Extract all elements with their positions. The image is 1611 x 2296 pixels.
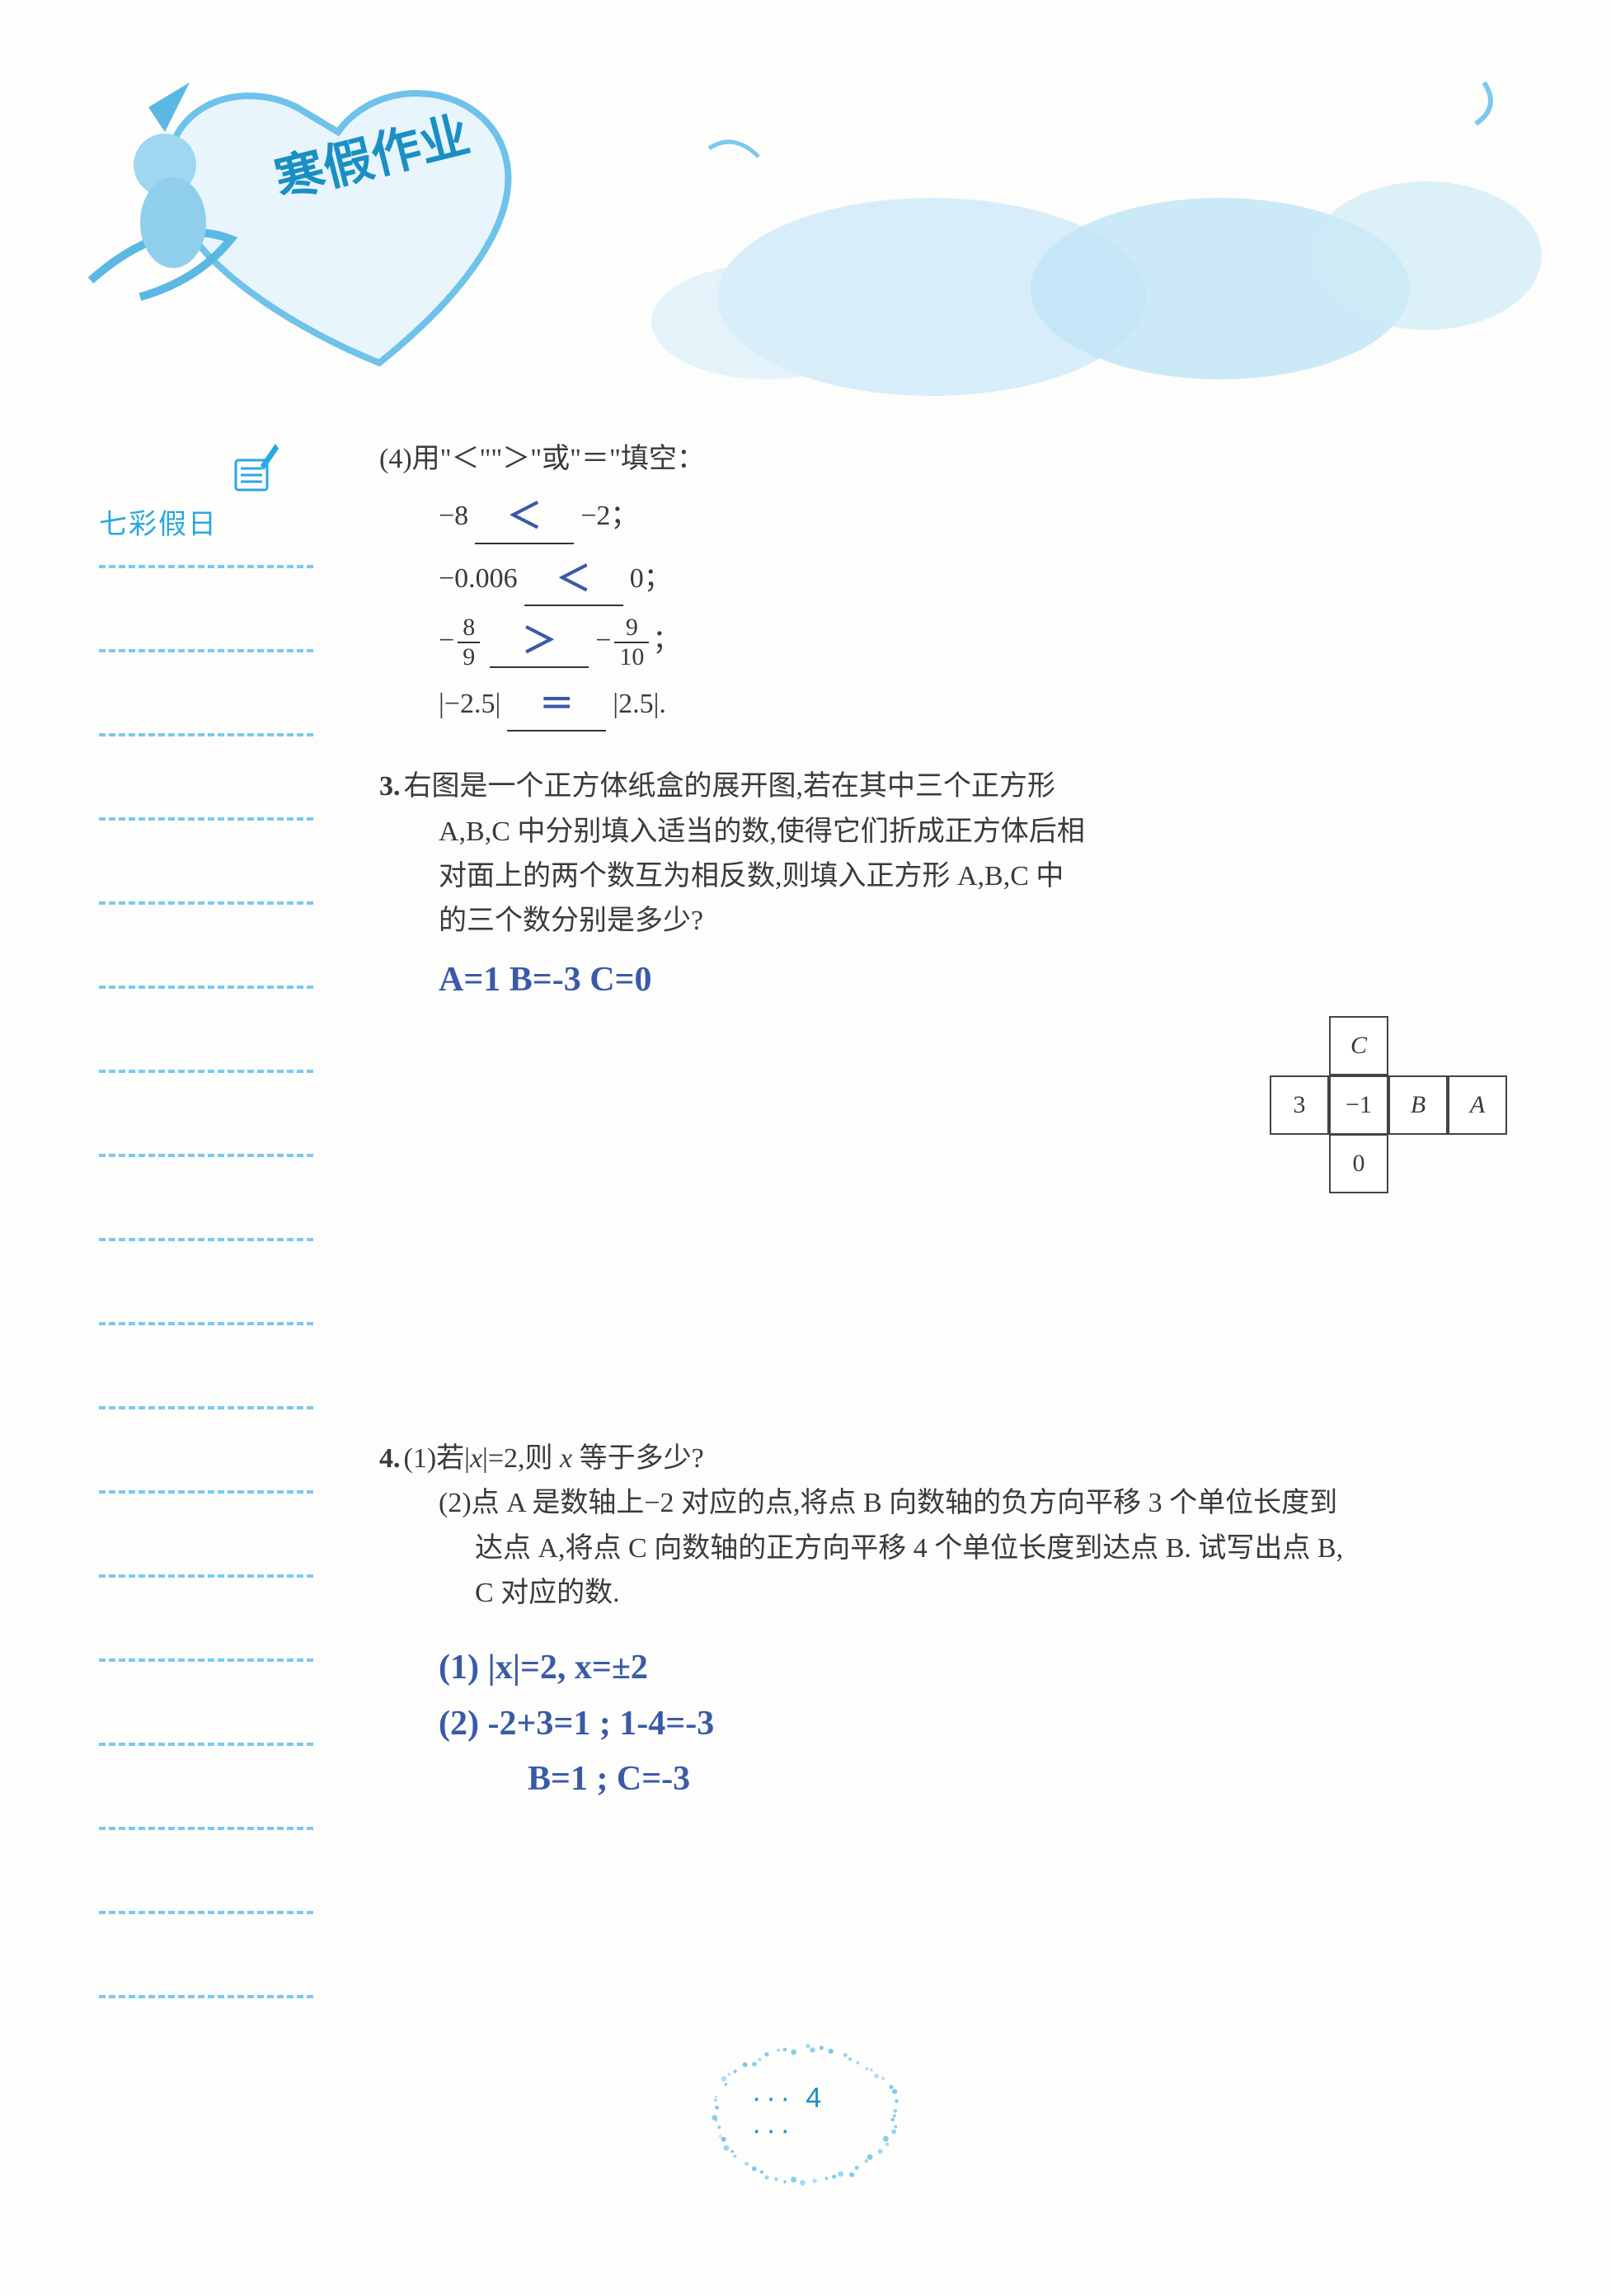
sidebar-dash-line (99, 565, 313, 568)
sidebar-dash-line (99, 1911, 313, 1914)
q4-answer-0: (1) |x|=2, x=±2 (379, 1640, 1517, 1696)
sidebar-dash-line (99, 1154, 313, 1157)
sidebar-dash-line (99, 1322, 313, 1325)
cube-net-cell: A (1448, 1075, 1507, 1135)
q3-line-0: 右图是一个正方体纸盒的展开图,若在其中三个正方形 (404, 771, 1056, 802)
fill-blank: ＞ (490, 611, 589, 668)
fill-answer: ＞ (522, 623, 557, 661)
sidebar-dash-line (99, 1658, 313, 1662)
q3-line-2: 对面上的两个数互为相反数,则填入正方形 A,B,C 中 (379, 854, 1195, 899)
q4-answer-2: B=1 ; C=-3 (379, 1752, 1517, 1807)
q2-part4: (4)用"＜""＞"或"＝"填空： −8＜−2；−0.006＜0；−89＞−91… (379, 437, 1517, 732)
sidebar-dash-line (99, 1827, 313, 1830)
sidebar-dash-line (99, 1995, 313, 1998)
fill-row: −0.006＜0； (439, 549, 1517, 606)
fill-row: |−2.5|＝|2.5|. (439, 675, 1517, 732)
q2-part4-intro: (4)用"＜""＞"或"＝"填空： (379, 437, 1517, 482)
q3-line-1: A,B,C 中分别填入适当的数,使得它们折成正方体后相 (379, 810, 1195, 854)
sidebar-dash-line (99, 1490, 313, 1494)
cube-net-cell: −1 (1329, 1075, 1388, 1135)
header-title: 寒假作业 (270, 108, 475, 209)
sidebar-dash-line (99, 649, 313, 652)
q4-part2-line-2: C 对应的数. (379, 1571, 1517, 1616)
sidebar-dash-line (99, 1238, 313, 1241)
q4-part1: (1)若|x|=2,则 x 等于多少? (404, 1443, 704, 1474)
sidebar-dash-line (99, 901, 313, 905)
fill-row: −8＜−2； (439, 487, 1517, 543)
pencil-note-icon (231, 437, 280, 495)
q3-number: 3. (379, 771, 401, 802)
q4-answer-1: (2) -2+3=1 ; 1-4=-3 (379, 1696, 1517, 1752)
fill-blank: ＜ (524, 549, 623, 606)
cube-net-cell: 0 (1329, 1134, 1388, 1193)
sidebar-dash-line (99, 1406, 313, 1409)
q4-part2-line-0: (2)点 A 是数轴上−2 对应的点,将点 B 向数轴的负方向平移 3 个单位长… (379, 1481, 1517, 1526)
sidebar-dash-line (99, 1574, 313, 1578)
sidebar-dash-line (99, 1070, 313, 1073)
sidebar-dash-line (99, 733, 313, 736)
fraction: 89 (458, 615, 480, 670)
q3: 3.右图是一个正方体纸盒的展开图,若在其中三个正方形 A,B,C 中分别填入适当… (379, 765, 1517, 1008)
cube-net-diagram: C3−1BA 0 (1270, 1016, 1517, 1206)
sidebar-dash-line (99, 1743, 313, 1746)
header-decoration: 寒假作业 (66, 49, 1550, 396)
sidebar-dash-lines (99, 565, 313, 1998)
fill-answer: ＜ (557, 561, 591, 599)
q3-line-3: 的三个数分别是多少? (379, 899, 1195, 943)
footer-ornament: ··· 4 ··· (698, 2032, 913, 2197)
q3-answer: A=1 B=-3 C=0 (379, 953, 1517, 1008)
fill-blank: ＝ (507, 675, 606, 732)
sidebar-dash-line (99, 817, 313, 821)
fill-row: −89＞−910； (439, 611, 1517, 670)
fill-answer: ＜ (507, 498, 542, 536)
cube-net-cell: 3 (1270, 1075, 1329, 1135)
sidebar: 七彩假日 (99, 437, 313, 2079)
fill-answer: ＝ (539, 686, 574, 724)
q4-part2-line-1: 达点 A,将点 C 向数轴的正方向平移 4 个单位长度到达点 B. 试写出点 B… (379, 1527, 1517, 1571)
fraction: 910 (614, 615, 649, 670)
q4: 4.(1)若|x|=2,则 x 等于多少? (2)点 A 是数轴上−2 对应的点… (379, 1437, 1517, 1807)
main-content: (4)用"＜""＞"或"＝"填空： −8＜−2；−0.006＜0；−89＞−91… (379, 437, 1517, 1840)
cube-net-cell: C (1329, 1016, 1388, 1075)
cube-net-cell: B (1388, 1075, 1448, 1135)
sidebar-title: 七彩假日 (99, 501, 313, 542)
sidebar-dash-line (99, 986, 313, 989)
q4-number: 4. (379, 1443, 401, 1474)
page-number: ··· 4 ··· (752, 2082, 859, 2147)
fill-blank: ＜ (475, 487, 574, 543)
